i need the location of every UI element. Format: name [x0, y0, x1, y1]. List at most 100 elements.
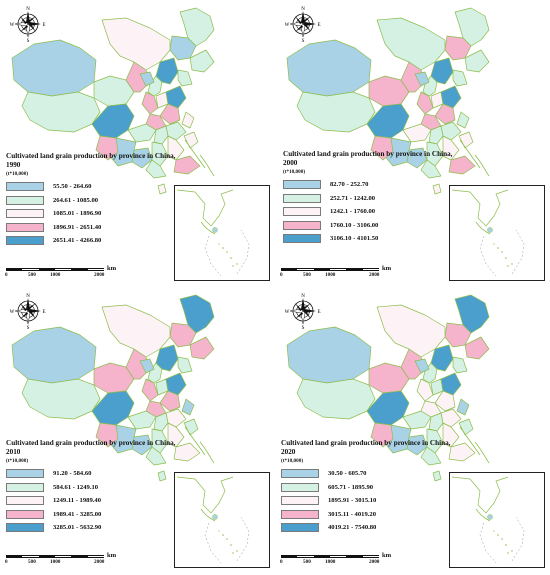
legend-item: 584.61 - 1249.10: [6, 481, 176, 495]
compass-w: W: [285, 23, 290, 28]
compass-s: S: [302, 326, 305, 329]
legend-swatch: [283, 207, 321, 217]
province-region: [181, 111, 195, 129]
legend-swatch: [6, 469, 44, 479]
province-region: [127, 123, 157, 143]
legend-title: Cultivated land grain production by prov…: [6, 152, 176, 169]
province-region: [416, 378, 434, 402]
scale-bar: km 0 500 1000 2000: [5, 265, 117, 284]
south-china-sea-inset: [449, 185, 545, 281]
legend-unit: (t*10,000): [281, 458, 304, 464]
legend-swatch: [283, 180, 321, 190]
china-map: [11, 7, 215, 195]
province-region: [145, 159, 167, 179]
province-region: [416, 91, 434, 115]
legend-range: 584.61 - 1249.10: [53, 483, 99, 491]
compass-s: S: [302, 39, 305, 42]
province-region: [442, 135, 460, 161]
north-arrow: N S W E: [285, 293, 321, 331]
south-china-sea-inset: [174, 185, 270, 281]
coastline: [184, 139, 215, 177]
legend-unit: (t*10,000): [283, 169, 306, 175]
province-region: [141, 91, 159, 115]
legend-range: 91.20 - 584.60: [53, 470, 92, 478]
compass-n: N: [26, 7, 30, 12]
scale-unit: km: [382, 265, 392, 272]
province-region: [183, 418, 199, 436]
province-region: [11, 326, 97, 384]
province-region: [440, 85, 462, 109]
province-region: [430, 57, 454, 85]
legend-swatch: [6, 496, 44, 506]
province-region: [165, 85, 187, 109]
legend-item: 1242.1 - 1760.00: [283, 205, 453, 219]
province-region: [448, 155, 476, 175]
north-arrow: N S W E: [10, 293, 46, 331]
scale-tick: 1000: [50, 559, 61, 565]
province-region: [448, 442, 476, 462]
legend-item: 1249.11 - 1989.40: [6, 494, 176, 508]
province-region: [464, 336, 490, 360]
province-region: [442, 422, 460, 448]
north-arrow: N S W E: [10, 6, 46, 44]
province-region: [368, 362, 410, 394]
province-region: [179, 7, 215, 47]
legend-title: Cultivated land grain production by prov…: [283, 150, 453, 167]
province-region: [21, 91, 101, 133]
legend-item: 2651.41 - 4266.80: [6, 234, 176, 248]
scale-bar: km 0 500 1000 2000: [5, 552, 117, 571]
province-region: [426, 428, 444, 454]
province-region: [454, 294, 490, 334]
legend-range: 1895.91 - 3015.10: [328, 497, 377, 505]
province-region: [145, 446, 167, 466]
province-region: [428, 412, 444, 432]
province-region: [430, 344, 454, 372]
china-map: [286, 294, 490, 482]
province-region: [420, 446, 442, 466]
coastline: [459, 139, 490, 177]
province-region: [155, 57, 179, 85]
legend-swatch: [6, 236, 44, 246]
map-panel-1: N S W E Cultivated land grain production…: [275, 0, 550, 287]
province-region: [125, 348, 151, 380]
legend-swatch: [6, 195, 44, 205]
legend-range: 82.70 - 252.70: [330, 181, 369, 189]
legend-range: 3015.11 - 4019.20: [328, 510, 376, 518]
legend-item: 1989.41 - 3285.00: [6, 508, 176, 522]
compass-e: E: [317, 23, 320, 28]
legend-range: 1085.01 - 1896.90: [53, 210, 102, 218]
province-region: [434, 103, 456, 125]
scale-unit: km: [107, 265, 117, 272]
legend-range: 55.50 - 264.60: [53, 183, 92, 191]
province-region: [181, 398, 195, 416]
province-region: [452, 69, 468, 87]
province-region: [167, 422, 185, 448]
province-region: [21, 378, 101, 420]
legend-item: 605.71 - 1895.90: [281, 481, 451, 495]
compass-rose-icon: N S W E: [10, 294, 46, 331]
province-region: [400, 61, 426, 93]
province-region: [434, 390, 456, 412]
legend-swatch: [6, 509, 44, 519]
scale-unit: km: [107, 552, 117, 559]
legend-range: 1760.10 - 3106.00: [330, 221, 379, 229]
province-region: [432, 183, 442, 195]
province-region: [157, 470, 167, 482]
province-region: [141, 378, 159, 402]
compass-e: E: [317, 310, 320, 315]
province-region: [159, 390, 181, 412]
legend-title: Cultivated land grain production by prov…: [6, 439, 176, 456]
province-region: [153, 125, 169, 145]
legend-item: 82.70 - 252.70: [283, 178, 453, 192]
legend-item: 1895.91 - 3015.10: [281, 494, 451, 508]
province-region: [464, 49, 490, 73]
province-region: [440, 372, 462, 396]
legend-item: 3015.11 - 4019.20: [281, 508, 451, 522]
province-region: [432, 470, 442, 482]
scale-tick: 0: [5, 559, 8, 565]
province-region: [153, 412, 169, 432]
scale-tick: 0: [280, 559, 283, 565]
province-region: [296, 91, 376, 133]
province-region: [173, 155, 201, 175]
province-region: [452, 356, 468, 374]
